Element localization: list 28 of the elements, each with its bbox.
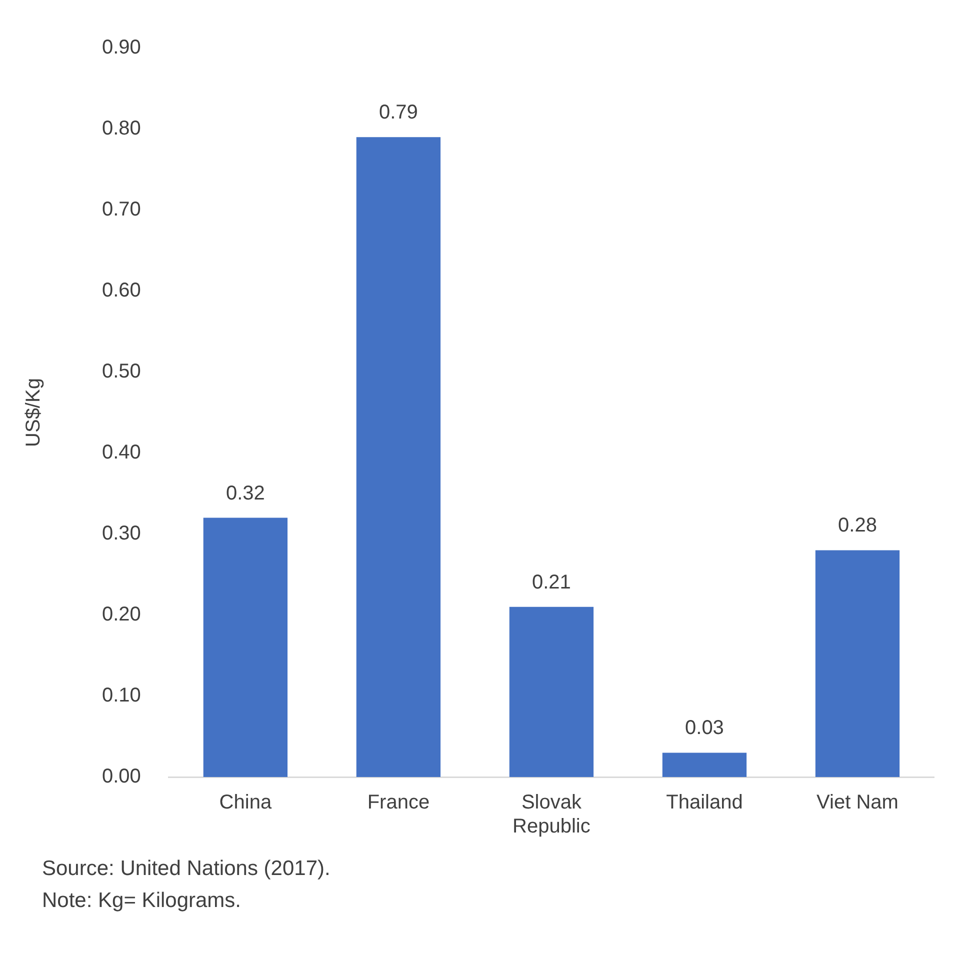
x-tick-label: Viet Nam xyxy=(816,792,898,814)
data-label: 0.32 xyxy=(226,482,265,504)
y-tick-label: 0.00 xyxy=(102,766,141,788)
y-tick-label: 0.90 xyxy=(102,36,141,59)
data-label: 0.28 xyxy=(838,514,877,537)
bar xyxy=(815,550,900,777)
x-tick-label: Thailand xyxy=(666,792,743,814)
x-tick-label: France xyxy=(367,792,430,814)
source-note: Source: United Nations (2017). xyxy=(42,856,332,882)
y-tick-label: 0.60 xyxy=(102,280,141,302)
y-axis-title: US$/Kg xyxy=(22,378,45,447)
y-tick-label: 0.70 xyxy=(102,198,141,221)
y-tick-label: 0.80 xyxy=(102,118,141,140)
data-label: 0.03 xyxy=(685,717,724,740)
bar xyxy=(203,518,288,777)
x-tick-label: China xyxy=(219,792,272,814)
data-label: 0.79 xyxy=(378,102,418,124)
x-tick-label: Slovak Republic xyxy=(512,792,590,838)
text: Note: Kg= Kilograms. xyxy=(42,888,242,914)
y-tick-label: 0.20 xyxy=(102,604,141,626)
y-tick-label: 0.50 xyxy=(102,360,141,383)
bar xyxy=(509,606,594,777)
bar xyxy=(356,137,441,777)
y-tick-label: 0.10 xyxy=(102,684,141,707)
y-tick-label: 0.30 xyxy=(102,522,141,545)
y-tick-label: 0.40 xyxy=(102,442,141,464)
bar xyxy=(662,752,747,777)
data-label: 0.21 xyxy=(532,571,571,594)
